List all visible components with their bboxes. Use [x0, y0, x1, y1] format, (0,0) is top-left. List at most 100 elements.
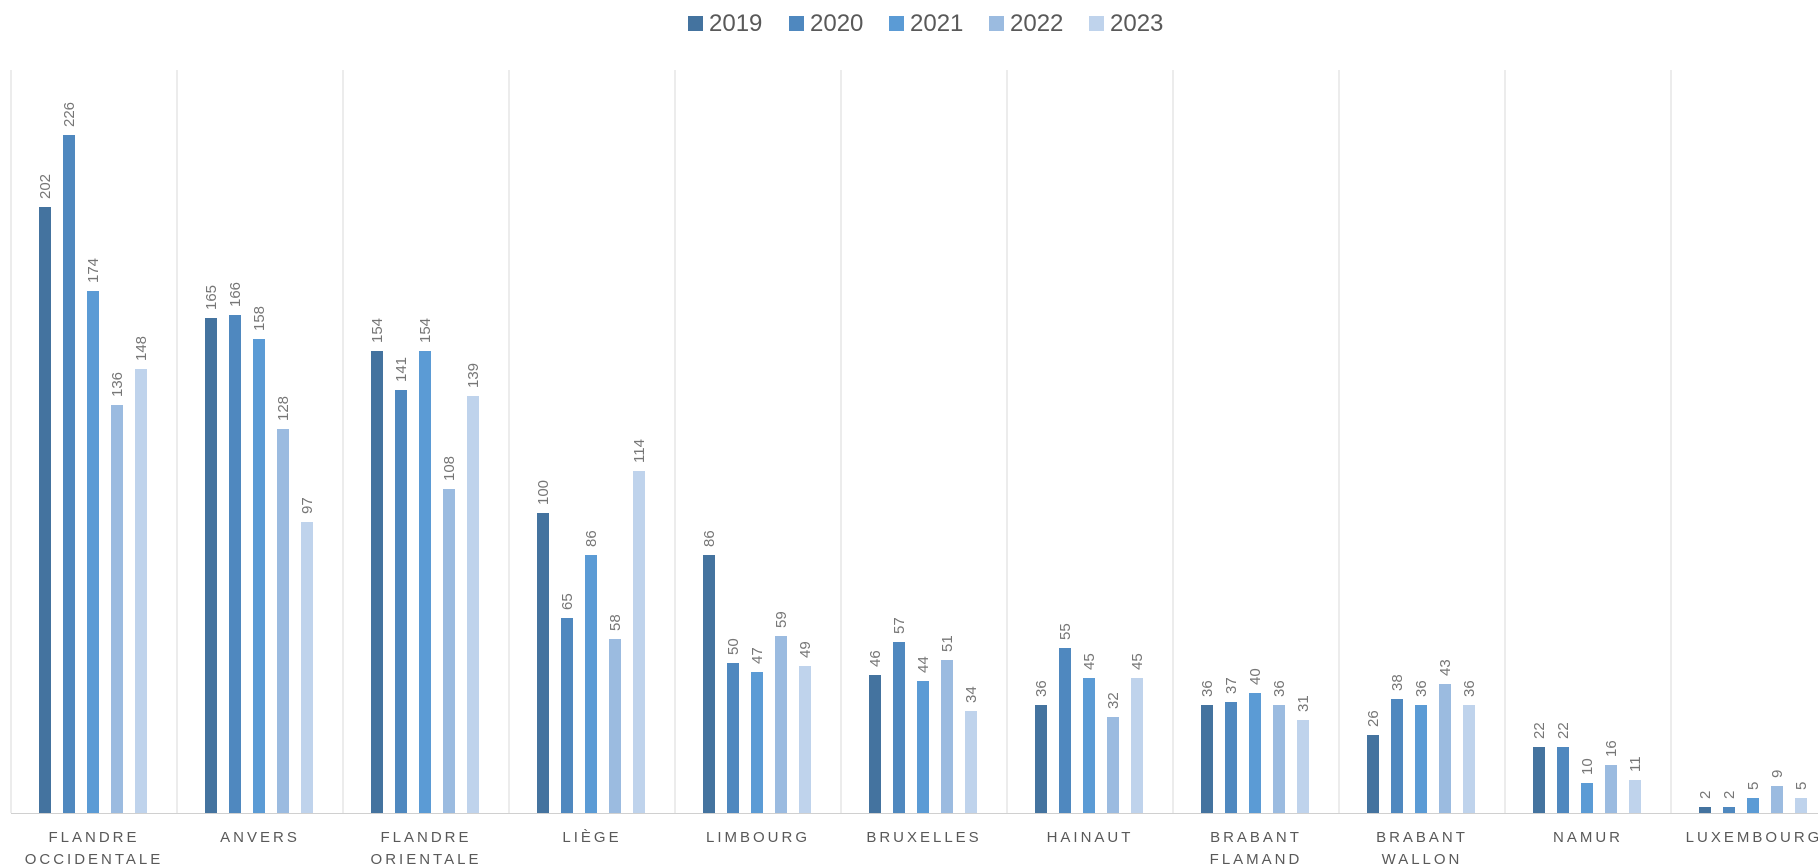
bar-2020 — [229, 315, 241, 813]
bar-2020 — [893, 642, 905, 813]
legend-label: 2021 — [910, 10, 963, 37]
bar-2020 — [395, 390, 407, 813]
bar-2019 — [1035, 705, 1047, 813]
bar-2021 — [917, 681, 929, 813]
data-label: 59 — [773, 611, 790, 628]
data-label: 86 — [701, 530, 718, 547]
category-label: NAMUR — [1553, 829, 1623, 846]
bar-2019 — [1201, 705, 1213, 813]
legend-swatch — [989, 16, 1004, 31]
bar-2022 — [443, 489, 455, 813]
bar-2021 — [1249, 693, 1261, 813]
legend-label: 2022 — [1010, 10, 1063, 37]
data-label: 55 — [1057, 623, 1074, 640]
data-label: 158 — [251, 306, 268, 331]
bar-series — [39, 135, 1807, 813]
category-label: LIÈGE — [562, 829, 621, 846]
category-label: BRUXELLES — [866, 829, 981, 846]
bar-2020 — [1723, 807, 1735, 813]
data-label: 108 — [441, 456, 458, 481]
category-label: BRABANT — [1376, 829, 1468, 846]
bar-2019 — [869, 675, 881, 813]
data-label: 5 — [1745, 782, 1762, 790]
data-label: 45 — [1129, 653, 1146, 670]
bar-2023 — [1629, 780, 1641, 813]
data-label: 9 — [1769, 770, 1786, 778]
data-label: 57 — [891, 617, 908, 634]
data-label: 148 — [133, 336, 150, 361]
bar-2022 — [1439, 684, 1451, 813]
data-label: 46 — [867, 650, 884, 667]
data-label: 37 — [1223, 677, 1240, 694]
bar-2021 — [1083, 678, 1095, 813]
data-label: 58 — [607, 614, 624, 631]
data-label: 32 — [1105, 692, 1122, 709]
bar-2022 — [941, 660, 953, 813]
data-label: 202 — [37, 174, 54, 199]
data-label: 36 — [1033, 680, 1050, 697]
bar-2020 — [1557, 747, 1569, 813]
data-label: 166 — [227, 282, 244, 307]
bar-2019 — [703, 555, 715, 813]
bar-2023 — [1131, 678, 1143, 813]
category-label: FLANDRE — [48, 829, 139, 846]
data-label: 165 — [203, 285, 220, 310]
data-label: 114 — [631, 439, 648, 463]
data-label: 154 — [417, 318, 434, 343]
bar-2019 — [205, 318, 217, 813]
bar-2020 — [727, 663, 739, 813]
bar-2020 — [1059, 648, 1071, 813]
bar-2023 — [965, 711, 977, 813]
legend-label: 2023 — [1110, 10, 1163, 37]
bar-2023 — [799, 666, 811, 813]
data-label: 65 — [559, 593, 576, 610]
bar-2020 — [561, 618, 573, 813]
data-label: 45 — [1081, 653, 1098, 670]
data-label: 22 — [1531, 722, 1548, 739]
data-label: 26 — [1365, 710, 1382, 727]
bar-2022 — [775, 636, 787, 813]
category-label: FLAMAND — [1210, 851, 1303, 865]
bar-2019 — [1533, 747, 1545, 813]
data-label: 36 — [1461, 680, 1478, 697]
category-label: OCCIDENTALE — [25, 851, 164, 865]
bar-2023 — [1795, 798, 1807, 813]
category-separators — [10, 70, 1672, 813]
data-label: 40 — [1247, 668, 1264, 685]
bar-2023 — [633, 471, 645, 813]
bar-2019 — [39, 207, 51, 813]
category-label: ANVERS — [220, 829, 300, 846]
data-label: 11 — [1627, 756, 1644, 772]
bar-2023 — [135, 369, 147, 813]
data-label: 2 — [1721, 791, 1738, 799]
category-label: WALLON — [1382, 851, 1463, 865]
data-label: 36 — [1199, 680, 1216, 697]
data-label: 154 — [369, 318, 386, 343]
legend-label: 2020 — [810, 10, 863, 37]
data-label: 49 — [797, 641, 814, 658]
legend-swatch — [1089, 16, 1104, 31]
data-label: 16 — [1603, 740, 1620, 757]
legend: 2019 2020 2021 2022 2023 — [688, 10, 1163, 37]
bar-2022 — [609, 639, 621, 813]
data-label: 34 — [963, 686, 980, 703]
data-label: 174 — [85, 258, 102, 283]
data-label: 22 — [1555, 722, 1572, 739]
category-label: ORIENTALE — [371, 851, 482, 865]
category-axis-labels: FLANDRE OCCIDENTALE ANVERS FLANDRE ORIENTALE… — [25, 829, 1818, 865]
bar-2023 — [301, 522, 313, 813]
bar-2020 — [1391, 699, 1403, 813]
category-label: BRABANT — [1210, 829, 1302, 846]
data-label: 5 — [1793, 782, 1810, 790]
data-label: 136 — [109, 372, 126, 397]
bar-2022 — [1107, 717, 1119, 813]
category-label: LUXEMBOURG — [1686, 829, 1818, 846]
bar-2021 — [419, 351, 431, 813]
data-label: 226 — [61, 102, 78, 127]
bar-2021 — [87, 291, 99, 813]
data-label: 10 — [1579, 758, 1596, 775]
bar-2021 — [751, 672, 763, 813]
bar-2022 — [1605, 765, 1617, 813]
data-label: 43 — [1437, 659, 1454, 676]
